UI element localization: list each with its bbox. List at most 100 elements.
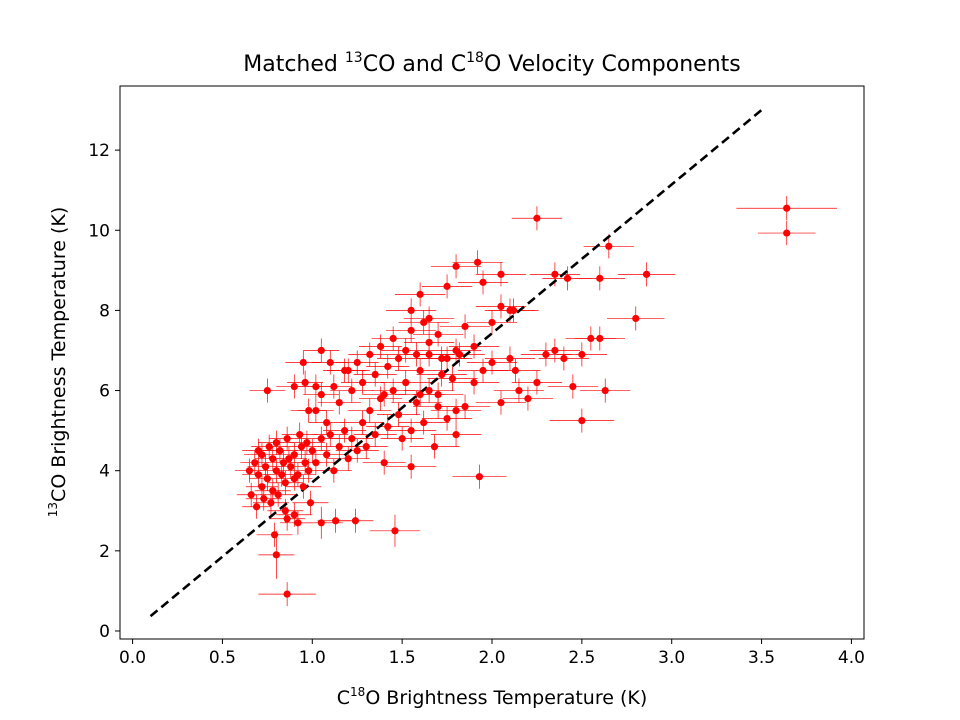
data-point xyxy=(452,262,460,270)
data-point xyxy=(391,527,399,535)
data-point xyxy=(270,531,279,539)
data-point xyxy=(272,467,280,475)
one-to-one-reference-line xyxy=(149,109,763,618)
data-point xyxy=(247,491,255,499)
x-tick-label: 2.0 xyxy=(478,648,505,668)
data-point xyxy=(278,471,286,479)
data-point xyxy=(402,378,410,387)
data-point xyxy=(281,479,289,487)
data-point xyxy=(551,346,559,355)
data-point xyxy=(344,455,352,463)
data-point xyxy=(296,431,304,439)
data-point xyxy=(783,204,791,212)
data-point xyxy=(533,378,541,387)
data-point xyxy=(312,459,320,467)
data-point xyxy=(317,519,325,527)
data-point xyxy=(587,334,595,343)
y-axis-label: 13CO Brightness Temperature (K) xyxy=(46,207,70,517)
data-point xyxy=(434,330,442,339)
data-point xyxy=(461,402,469,411)
data-point xyxy=(461,322,469,331)
data-point xyxy=(359,378,367,387)
data-point xyxy=(279,459,288,467)
data-point xyxy=(479,278,487,286)
data-point xyxy=(285,455,293,463)
data-point xyxy=(420,419,428,427)
data-point xyxy=(267,499,275,507)
data-point xyxy=(394,410,403,419)
point-layer xyxy=(245,204,791,598)
data-point xyxy=(305,467,313,475)
data-point xyxy=(488,318,496,327)
data-point xyxy=(254,471,262,479)
data-point xyxy=(533,214,541,222)
data-point xyxy=(308,447,316,455)
data-point xyxy=(366,406,374,415)
data-point xyxy=(287,463,295,471)
data-point xyxy=(263,475,271,483)
data-point xyxy=(416,290,424,298)
data-point xyxy=(425,350,433,359)
data-point xyxy=(601,386,609,395)
x-tick-label: 3.0 xyxy=(658,648,685,668)
data-point xyxy=(430,443,439,451)
data-point xyxy=(497,398,505,407)
data-point xyxy=(438,354,446,363)
data-point xyxy=(407,306,415,315)
data-point xyxy=(258,483,266,491)
data-point xyxy=(560,354,568,363)
data-point xyxy=(261,463,270,471)
y-tick-label: 10 xyxy=(88,221,110,241)
data-point xyxy=(371,370,379,379)
reference-line-layer xyxy=(149,109,763,618)
data-point xyxy=(443,354,451,363)
y-tick-label: 0 xyxy=(99,622,110,642)
data-point xyxy=(326,431,334,439)
data-point xyxy=(330,467,338,475)
data-point xyxy=(335,398,343,407)
data-point xyxy=(434,402,442,411)
y-tick-label: 12 xyxy=(88,141,110,161)
data-point xyxy=(416,366,424,375)
x-tick-label: 1.5 xyxy=(389,648,416,668)
data-point xyxy=(317,435,325,443)
data-point xyxy=(269,487,277,495)
data-point xyxy=(452,431,460,439)
data-point xyxy=(497,302,505,310)
data-point xyxy=(384,362,392,371)
data-point xyxy=(348,386,356,395)
data-point xyxy=(263,386,271,395)
data-point xyxy=(301,378,309,387)
data-point xyxy=(783,229,791,237)
x-tick-label: 2.5 xyxy=(568,648,595,668)
data-point xyxy=(323,419,331,427)
data-point xyxy=(359,419,367,427)
data-point xyxy=(353,358,361,367)
data-point xyxy=(366,350,374,359)
x-tick-label: 0.0 xyxy=(119,648,146,668)
data-point xyxy=(269,455,277,463)
data-point xyxy=(452,346,460,355)
x-tick-label: 1.0 xyxy=(299,648,326,668)
data-point xyxy=(470,378,478,387)
data-point xyxy=(330,382,338,391)
data-point xyxy=(260,495,268,503)
data-point xyxy=(497,270,505,278)
data-point xyxy=(475,473,484,481)
data-point xyxy=(384,423,392,431)
data-point xyxy=(551,270,559,278)
data-point xyxy=(252,503,261,511)
data-point xyxy=(389,334,397,343)
data-point xyxy=(283,515,291,523)
data-point xyxy=(335,443,343,451)
data-point xyxy=(488,358,496,367)
data-point xyxy=(380,390,388,399)
data-point xyxy=(542,350,550,359)
data-point xyxy=(283,590,291,598)
data-point xyxy=(563,274,572,282)
data-point xyxy=(317,346,325,355)
data-point xyxy=(290,382,298,391)
data-point xyxy=(416,390,424,399)
data-point xyxy=(425,386,433,395)
